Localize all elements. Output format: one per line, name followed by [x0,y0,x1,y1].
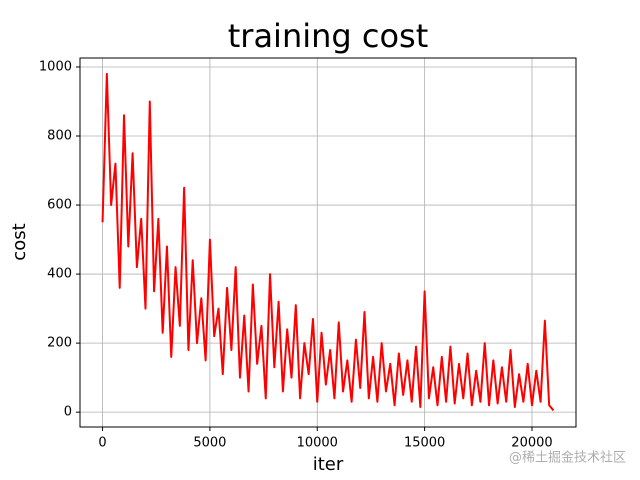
x-tick-label: 10000 [297,436,338,451]
y-tick-label: 200 [47,336,72,351]
x-axis-label: iter [313,454,344,475]
axes-frame [79,57,577,428]
x-tick-label: 15000 [404,436,445,451]
watermark: @稀土掘金技术社区 [509,450,626,466]
y-axis-label: cost [9,223,30,260]
y-tick-label: 400 [47,267,72,282]
x-tick-label: 0 [98,436,106,451]
data-line [101,72,555,412]
y-tick-label: 600 [47,198,72,213]
y-tick-label: 800 [47,129,72,144]
x-tick-label: 5000 [193,436,226,451]
y-tick-label: 0 [64,405,72,420]
y-tick-label: 1000 [39,59,72,74]
chart-title: training cost [228,17,429,55]
x-tick-label: 20000 [511,436,552,451]
